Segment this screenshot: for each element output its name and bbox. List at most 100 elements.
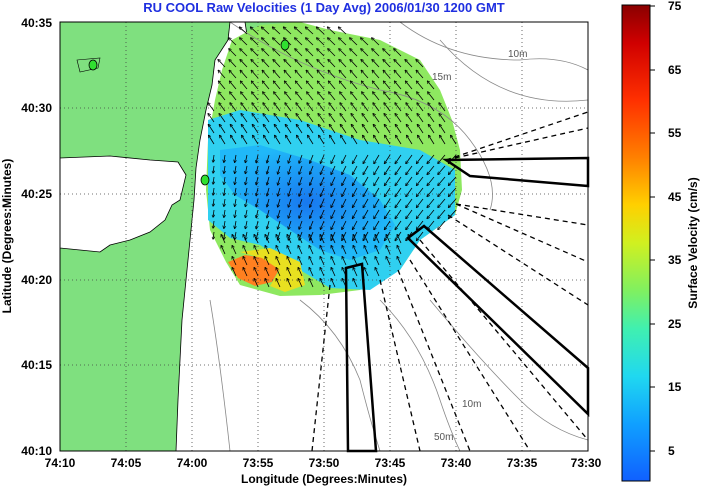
velocity-arrow [274, 81, 281, 90]
velocity-arrow [256, 176, 259, 185]
velocity-arrow [298, 235, 303, 244]
velocity-arrow [242, 125, 248, 134]
velocity-arrow [251, 49, 259, 57]
velocity-arrow [263, 81, 270, 90]
velocity-arrow [278, 165, 281, 174]
velocity-arrow [353, 165, 358, 174]
velocity-arrow [386, 235, 391, 244]
velocity-arrow [331, 165, 336, 174]
velocity-arrow [299, 165, 303, 174]
velocity-arrow [243, 246, 248, 255]
contour-label-50m: 50m [434, 432, 453, 443]
velocity-arrow [439, 103, 446, 112]
y-tick-label: 40:20 [21, 273, 52, 287]
velocity-arrow [235, 220, 236, 228]
colorbar-tick: 45 [668, 190, 682, 204]
velocity-arrow [340, 92, 347, 101]
velocity-arrow [278, 220, 281, 229]
velocity-arrow [253, 125, 259, 134]
velocity-arrow [328, 60, 336, 68]
velocity-arrow [427, 187, 435, 196]
velocity-arrow [241, 103, 248, 112]
velocity-arrow [209, 125, 215, 134]
velocity-arrow [395, 81, 402, 90]
velocity-arrow [407, 136, 413, 145]
velocity-arrow [278, 209, 281, 218]
velocity-arrow [330, 136, 336, 145]
velocity-arrow [397, 235, 402, 244]
velocity-arrow [306, 60, 314, 68]
map-plot-area [60, 22, 462, 451]
velocity-arrow [295, 71, 303, 79]
velocity-arrow [310, 176, 314, 185]
velocity-arrow [309, 279, 314, 288]
velocity-arrow [278, 154, 281, 163]
velocity-arrow [251, 27, 259, 35]
velocity-arrow [296, 114, 303, 123]
velocity-arrow [274, 92, 281, 101]
velocity-arrow [254, 268, 259, 277]
velocity-arrow [245, 165, 247, 173]
velocity-arrow [438, 198, 446, 207]
velocity-arrow [342, 257, 347, 266]
velocity-arrow [449, 187, 457, 196]
velocity-arrow [328, 27, 336, 35]
velocity-arrow [374, 165, 380, 174]
velocity-arrow [240, 60, 248, 68]
velocity-arrow [353, 209, 358, 218]
site-marker [280, 39, 290, 51]
velocity-arrow [374, 209, 380, 218]
velocity-arrow [395, 209, 402, 218]
velocity-arrow [298, 246, 303, 255]
velocity-arrow [353, 257, 358, 266]
velocity-arrow [331, 279, 336, 288]
velocity-arrow [373, 81, 380, 90]
velocity-arrow [340, 114, 347, 123]
velocity-arrow [384, 81, 391, 90]
velocity-arrow [262, 38, 270, 46]
velocity-arrow [363, 136, 369, 145]
velocity-arrow [267, 165, 270, 174]
velocity-arrow [383, 71, 391, 79]
velocity-arrow [339, 60, 347, 68]
velocity-arrow [213, 198, 214, 206]
velocity-arrow [320, 257, 325, 266]
velocity-arrow [427, 165, 435, 174]
velocity-arrow [319, 136, 325, 145]
velocity-arrow [213, 154, 214, 162]
velocity-arrow [375, 268, 380, 277]
y-tick-label: 40:10 [21, 444, 52, 458]
velocity-arrow [342, 235, 347, 244]
velocity-arrow [385, 220, 391, 229]
velocity-arrow [329, 92, 336, 101]
velocity-arrow [341, 125, 347, 134]
velocity-arrow [245, 154, 247, 162]
velocity-arrow [309, 235, 314, 244]
velocity-arrow [251, 71, 259, 79]
velocity-arrow [262, 49, 270, 57]
velocity-arrow [254, 246, 259, 255]
velocity-arrow [307, 114, 314, 123]
x-axis-label: Longitude (Degrees:Minutes) [241, 472, 407, 486]
velocity-arrow [428, 103, 435, 112]
velocity-arrow [372, 38, 380, 46]
velocity-arrow [394, 71, 402, 79]
velocity-arrow [220, 136, 226, 145]
velocity-arrow [363, 198, 369, 207]
velocity-arrow [374, 198, 380, 207]
velocity-arrow [310, 198, 314, 207]
velocity-arrow [320, 246, 325, 255]
site-marker [88, 59, 98, 71]
velocity-arrow [256, 209, 259, 218]
contour-label-15m: 15m [432, 72, 451, 83]
velocity-arrow [285, 92, 292, 101]
velocity-arrow [262, 60, 270, 68]
velocity-arrow [267, 154, 270, 163]
velocity-arrow [350, 38, 358, 46]
velocity-arrow [273, 27, 281, 35]
velocity-arrow [427, 198, 435, 207]
velocity-arrow [224, 176, 225, 184]
raritan-bay-water [60, 155, 187, 253]
velocity-arrow [299, 176, 303, 185]
velocity-arrow [318, 92, 325, 101]
